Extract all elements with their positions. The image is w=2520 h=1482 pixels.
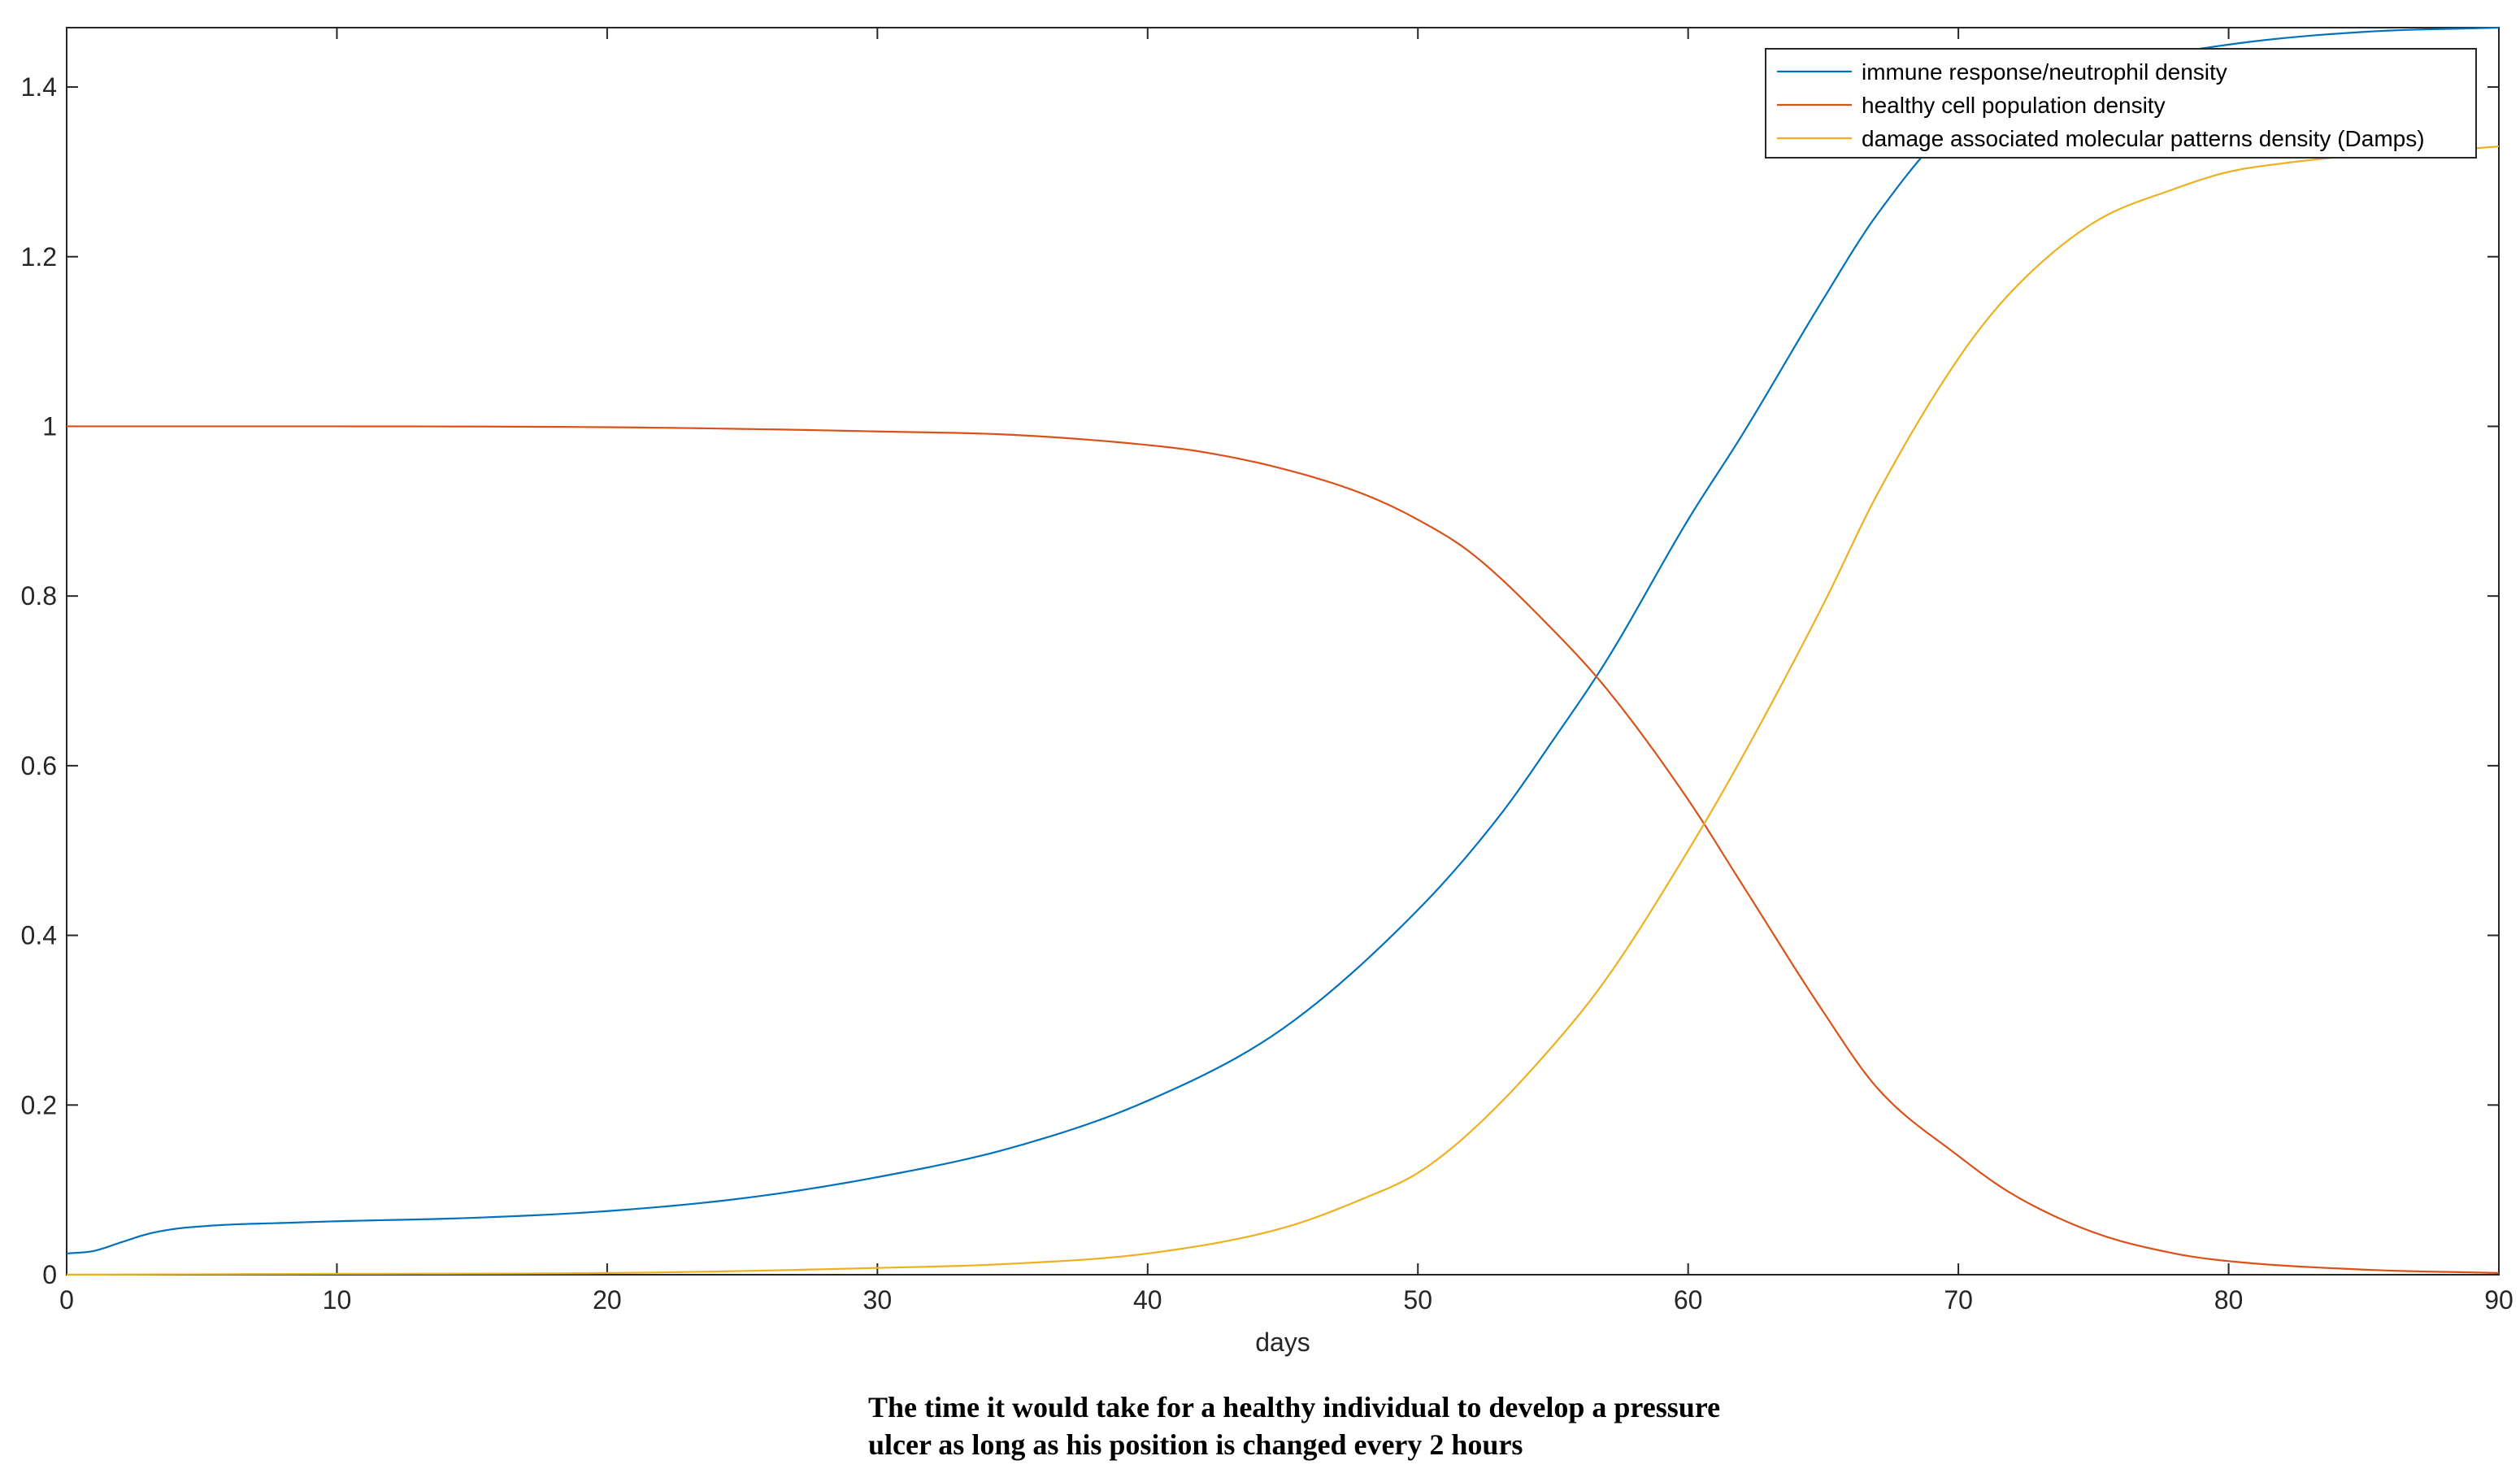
- x-tick-label: 50: [1403, 1285, 1432, 1315]
- legend-entry-label: immune response/neutrophil density: [1862, 59, 2227, 85]
- x-tick-label: 40: [1133, 1285, 1162, 1315]
- plot-frame: [66, 27, 2500, 1276]
- y-tick-label: 0: [42, 1260, 57, 1289]
- legend-entry-label: damage associated molecular patterns den…: [1862, 126, 2425, 151]
- y-tick-label: 0.4: [21, 921, 57, 950]
- x-tick-label: 0: [59, 1285, 74, 1315]
- x-tick-label: 20: [593, 1285, 622, 1315]
- x-tick-label: 10: [323, 1285, 352, 1315]
- y-tick-label: 1: [42, 411, 57, 441]
- y-tick-label: 0.6: [21, 751, 57, 780]
- x-axis: 0 10 20 30 40 50 60 70 80 90: [59, 28, 2513, 1315]
- series-line-1: [66, 26, 2500, 1255]
- y-tick-label: 1.2: [21, 242, 57, 272]
- plot-area: [66, 27, 2500, 1276]
- y-tick-label: 0.8: [21, 581, 57, 611]
- x-tick-label: 60: [1674, 1285, 1703, 1315]
- figure-caption: The time it would take for a healthy ind…: [868, 1389, 1844, 1463]
- caption-line-2: ulcer as long as his position is changed…: [868, 1428, 1523, 1461]
- series-line-2: [67, 425, 2500, 1275]
- legend-entry-label: healthy cell population density: [1862, 93, 2166, 118]
- y-tick-label: 0.2: [21, 1090, 57, 1119]
- y-axis: 0 0.2 0.4 0.6 0.8 1 1.2 1.4: [21, 72, 2499, 1289]
- x-axis-title: days: [1255, 1328, 1310, 1357]
- y-tick-label: 1.4: [21, 72, 57, 102]
- series-layer: [66, 26, 2500, 1276]
- x-tick-label: 70: [1944, 1285, 1973, 1315]
- legend: immune response/neutrophil density health…: [1765, 48, 2477, 159]
- caption-line-1: The time it would take for a healthy ind…: [868, 1391, 1721, 1423]
- x-tick-label: 30: [863, 1285, 893, 1315]
- legend-box: [1765, 48, 2477, 159]
- series-line-3: [66, 146, 2500, 1276]
- x-tick-label: 80: [2214, 1285, 2244, 1315]
- x-tick-label: 90: [2484, 1285, 2513, 1315]
